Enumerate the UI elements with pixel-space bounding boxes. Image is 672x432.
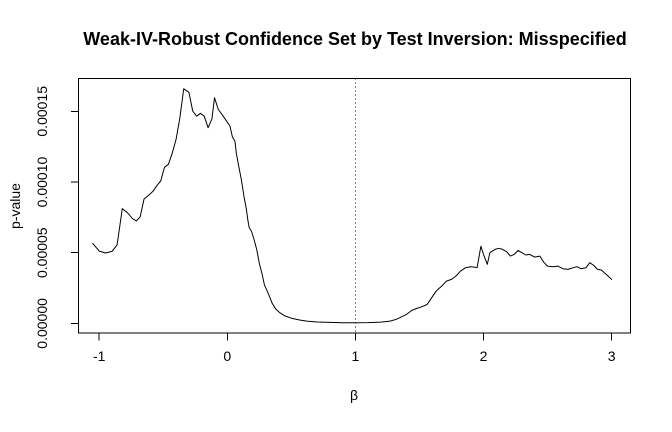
y-axis-tick-label: 0.00000 [34,298,50,349]
pvalue-curve [92,88,613,324]
x-axis-title: β [350,387,358,403]
curve-group [92,88,613,324]
x-axis-tick-label: -1 [93,348,106,364]
x-axis-tick-label: 2 [480,348,488,364]
x-axis-tick-label: 0 [223,348,231,364]
chart-title: Weak-IV-Robust Confidence Set by Test In… [83,29,626,49]
axis-ticks: -1 0 1 2 3 0.00000 0.00005 0.00010 0.00015 [34,86,616,364]
y-axis-tick-label: 0.00010 [34,156,50,207]
x-axis-tick-label: 3 [608,348,616,364]
y-axis-tick-label: 0.00015 [34,86,50,137]
plot-box [78,78,631,334]
y-axis-tick-label: 0.00005 [34,227,50,278]
x-axis-tick-label: 1 [352,348,360,364]
y-axis-title: p-value [7,183,23,229]
